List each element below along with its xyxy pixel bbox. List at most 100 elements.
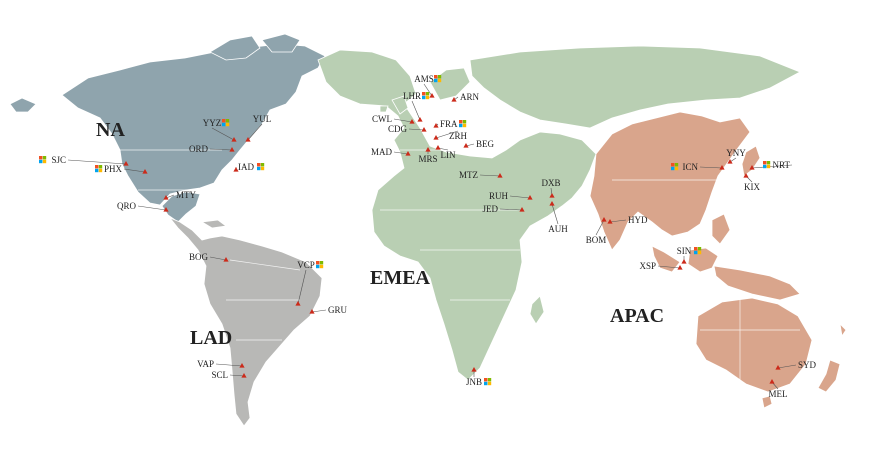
site-label: MTY: [176, 190, 197, 200]
site-marker-icon: [163, 195, 169, 200]
leader-line: [751, 164, 793, 169]
leader-line: [215, 363, 243, 367]
site-label: ICN: [683, 162, 699, 172]
site-label: MTZ: [459, 170, 478, 180]
microsoft-logo-icon: [39, 156, 47, 164]
leader-line: [699, 166, 723, 169]
site-marker-icon: [433, 135, 439, 140]
leader-line: [609, 219, 627, 223]
region-label-na: NA: [96, 119, 125, 141]
microsoft-logo-icon: [763, 161, 771, 169]
microsoft-logo-icon: [222, 119, 230, 127]
site-label: CDG: [388, 124, 408, 134]
site-label: JED: [483, 204, 499, 214]
site-label: QRO: [117, 201, 137, 211]
leader-line: [435, 130, 459, 139]
site-label: LHR: [403, 91, 421, 101]
site-marker-icon: [405, 151, 411, 156]
site-vcp: VCP: [295, 260, 324, 306]
site-mty: MTY: [163, 190, 197, 200]
site-marker-icon: [223, 257, 229, 262]
site-label: LIN: [441, 150, 456, 160]
region-na-shape: [9, 33, 326, 223]
site-mad: MAD: [371, 147, 411, 157]
site-lin: LIN: [435, 145, 456, 160]
site-label: ARN: [460, 92, 480, 102]
site-auh: AUH: [548, 201, 568, 234]
leader-line: [499, 208, 523, 211]
site-sin: SIN: [677, 246, 702, 264]
site-syd: SYD: [775, 360, 817, 370]
region-lad-shape: [168, 217, 323, 427]
site-marker-icon: [233, 167, 239, 172]
region-emea-shape: [317, 45, 801, 381]
site-marker-icon: [417, 117, 423, 122]
site-label: AMS: [414, 74, 434, 84]
microsoft-logo-icon: [484, 378, 492, 386]
site-beg: BEG: [463, 139, 495, 149]
site-sjc: SJC: [39, 155, 129, 166]
leader-line: [393, 151, 409, 155]
site-marker-icon: [433, 123, 439, 128]
leader-line: [408, 128, 425, 131]
site-marker-icon: [451, 97, 457, 102]
site-marker-icon: [142, 169, 148, 174]
region-label-apac: APAC: [610, 305, 664, 327]
site-label: JNB: [466, 377, 482, 387]
site-label: DXB: [541, 178, 560, 188]
site-marker-icon: [163, 207, 169, 212]
microsoft-logo-icon: [671, 163, 679, 171]
leader-line: [423, 83, 433, 97]
site-mrs: MRS: [418, 147, 438, 164]
site-nrt: NRT: [749, 160, 793, 170]
site-lhr: LHR: [403, 91, 430, 122]
site-marker-icon: [607, 219, 613, 224]
site-label: MAD: [371, 147, 393, 157]
microsoft-logo-icon: [422, 92, 430, 100]
site-xsp: XSP: [639, 261, 683, 271]
site-fra: FRA: [433, 119, 467, 129]
microsoft-logo-icon: [95, 165, 103, 173]
site-icn: ICN: [671, 162, 725, 172]
site-bog: BOG: [189, 252, 229, 262]
site-marker-icon: [425, 147, 431, 152]
microsoft-logo-icon: [459, 120, 467, 128]
microsoft-logo-icon: [434, 75, 442, 83]
site-label: RUH: [489, 191, 509, 201]
site-marker-icon: [519, 207, 525, 212]
leader-line: [311, 309, 327, 313]
site-marker-icon: [435, 145, 441, 150]
site-marker-icon: [231, 137, 237, 142]
microsoft-logo-icon: [694, 247, 702, 255]
region-label-emea: EMEA: [370, 267, 431, 289]
site-label: IAD: [238, 162, 254, 172]
site-jed: JED: [483, 204, 525, 214]
site-ruh: RUH: [489, 191, 533, 201]
site-marker-icon: [471, 367, 477, 372]
site-marker-icon: [295, 301, 301, 306]
site-cwl: CWL: [372, 114, 415, 124]
site-marker-icon: [549, 201, 555, 206]
site-marker-icon: [743, 173, 749, 178]
site-marker-icon: [463, 143, 469, 148]
site-marker-icon: [229, 147, 235, 152]
site-label: MRS: [418, 154, 437, 164]
country-borders: [120, 100, 800, 390]
leader-line: [393, 118, 413, 123]
site-gru: GRU: [309, 305, 348, 315]
site-label: BOG: [189, 252, 209, 262]
site-marker-icon: [123, 161, 129, 166]
site-phx: PHX: [95, 164, 148, 174]
site-marker-icon: [775, 365, 781, 370]
site-marker-icon: [769, 379, 775, 384]
site-mtz: MTZ: [459, 170, 503, 180]
site-label: SCL: [211, 370, 228, 380]
leader-line: [137, 205, 167, 211]
site-label: PHX: [104, 164, 123, 174]
site-marker-icon: [677, 265, 683, 270]
site-label: VCP: [297, 260, 315, 270]
site-marker-icon: [749, 165, 755, 170]
site-dxb: DXB: [541, 178, 561, 198]
site-label: HYD: [628, 215, 648, 225]
